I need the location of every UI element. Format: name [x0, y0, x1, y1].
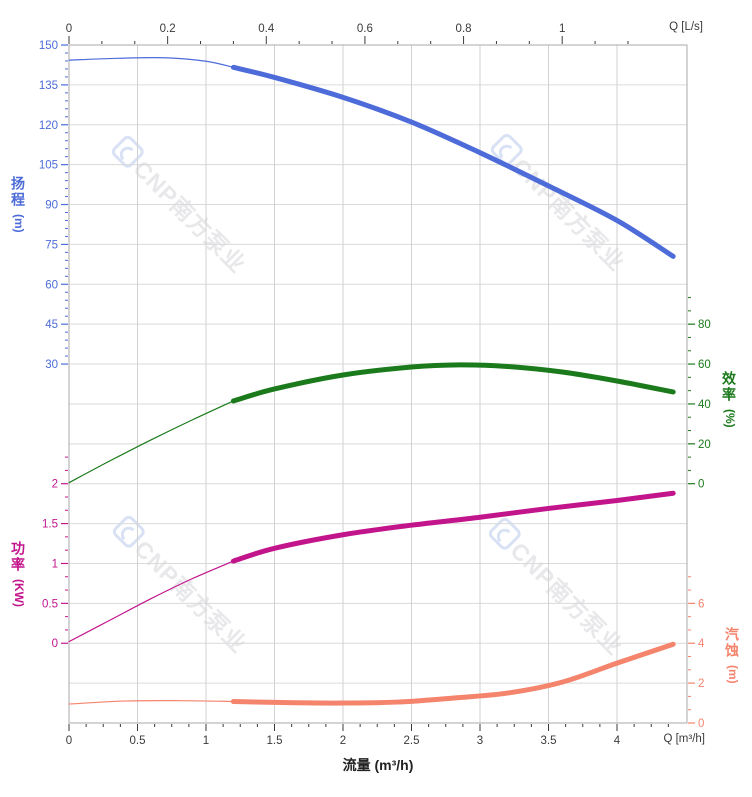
tick-label: 20	[698, 439, 711, 451]
head-axis-title: 扬程 (m)	[6, 176, 30, 233]
flow-unit-bottom-label: Q [m³/h]	[663, 733, 705, 745]
tick-label: 0.6	[357, 23, 373, 35]
tick-label: 3	[477, 735, 483, 747]
tick-label: 30	[45, 359, 58, 371]
power-curve-thin	[68, 560, 234, 643]
power-axis-unit: (KW)	[11, 579, 26, 607]
tick-label: 0.8	[456, 23, 472, 35]
tick-label: 0.2	[160, 23, 176, 35]
tick-label: 60	[698, 359, 711, 371]
power-axis-title: 功率 (KW)	[6, 541, 30, 607]
head-axis-title-text: 扬程	[10, 176, 27, 208]
tick-label: 2	[698, 678, 704, 690]
flow-axis-title: 流量 (m³/h)	[342, 757, 414, 773]
tick-label: 105	[39, 160, 58, 172]
tick-label: 0.5	[42, 598, 58, 610]
tick-label: 120	[39, 120, 58, 132]
tick-label: 0.4	[258, 23, 275, 35]
head-curve-thin	[68, 56, 234, 68]
power-axis: 2 1.5 1 0.5 0	[42, 456, 68, 650]
npsh-curve	[68, 641, 676, 706]
tick-label: 1	[203, 735, 209, 747]
tick-label: 90	[45, 200, 58, 212]
npsh-axis-title-text: 汽蚀	[724, 627, 741, 659]
power-curve	[68, 490, 676, 643]
tick-label: 1.5	[42, 519, 58, 531]
tick-label: 2.5	[404, 735, 420, 747]
plot-frame	[68, 44, 688, 724]
tick-label: 4	[614, 735, 621, 747]
tick-label: 80	[698, 319, 711, 331]
tick-label: 4	[698, 638, 705, 650]
power-axis-title-text: 功率	[10, 541, 27, 573]
head-curve	[68, 56, 676, 259]
tick-label: 135	[39, 80, 58, 92]
efficiency-curve-thick	[230, 362, 676, 404]
tick-label: 0	[698, 718, 704, 730]
efficiency-axis: 80 60 40 20 0	[688, 297, 711, 491]
head-axis: 150 135 120 105 90 75 60 45 30	[39, 40, 68, 371]
gridlines	[69, 45, 687, 723]
npsh-curve-thick	[230, 641, 676, 706]
tick-label: 60	[45, 279, 58, 291]
tick-label: 1	[52, 558, 58, 570]
tick-label: 0	[52, 638, 58, 650]
tick-label: 2	[340, 735, 346, 747]
tick-label: 2	[52, 479, 58, 491]
tick-label: 1.5	[267, 735, 283, 747]
tick-label: 0	[698, 479, 704, 491]
tick-label: 6	[698, 598, 704, 610]
npsh-axis-unit: (m)	[725, 665, 740, 684]
x-axis-top: 0 0.2 0.4 0.6 0.8 1	[66, 23, 629, 44]
npsh-curve-thin	[68, 700, 234, 705]
efficiency-axis-title-text: 效率	[721, 371, 738, 403]
npsh-axis-title: 汽蚀 (m)	[720, 627, 744, 684]
tick-label: 40	[698, 399, 711, 411]
tick-label: 3.5	[541, 735, 557, 747]
tick-label: 0.5	[130, 735, 146, 747]
tick-label: 150	[39, 40, 58, 52]
tick-label: 1	[559, 23, 565, 35]
efficiency-curve	[68, 362, 676, 484]
power-curve-thick	[230, 490, 676, 564]
npsh-axis: 6 4 2 0	[688, 576, 705, 730]
efficiency-curve-thin	[68, 400, 234, 484]
efficiency-axis-title: 效率 (%)	[716, 371, 742, 428]
head-axis-unit: (m)	[11, 214, 26, 233]
tick-label: 0	[66, 735, 72, 747]
tick-label: 0	[66, 23, 72, 35]
x-axis-bottom: 0 0.5 1 1.5 2 2.5 3 3.5 4	[66, 724, 669, 747]
tick-label: 45	[45, 319, 58, 331]
head-curve-thick	[230, 64, 676, 259]
flow-unit-top-label: Q [L/s]	[669, 21, 703, 33]
tick-label: 75	[45, 239, 58, 251]
efficiency-axis-unit: (%)	[722, 409, 737, 428]
